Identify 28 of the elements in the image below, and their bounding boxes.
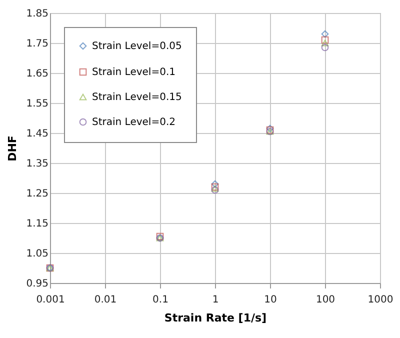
x-axis-title: Strain Rate [1/s] bbox=[164, 312, 267, 324]
x-tick-label: 0.001 bbox=[36, 294, 65, 306]
legend-label: Strain Level=0.15 bbox=[92, 92, 182, 103]
point bbox=[211, 180, 219, 188]
x-tick-label: 0.01 bbox=[94, 294, 117, 306]
legend-label: Strain Level=0.2 bbox=[92, 117, 176, 128]
y-tick-label: 0.95 bbox=[26, 278, 48, 290]
y-tick-label: 1.65 bbox=[26, 68, 48, 80]
y-tick-label: 1.35 bbox=[26, 158, 48, 170]
x-tick-label: 1000 bbox=[368, 294, 394, 306]
y-tick-label: 1.05 bbox=[26, 248, 48, 260]
legend-label: Strain Level=0.05 bbox=[92, 41, 182, 52]
y-tick-label: 1.75 bbox=[26, 38, 48, 50]
point bbox=[321, 44, 329, 52]
y-tick-label: 1.85 bbox=[26, 8, 48, 20]
x-tick-label: 100 bbox=[316, 294, 336, 306]
y-tick-label: 1.45 bbox=[26, 128, 48, 140]
point bbox=[321, 30, 329, 38]
y-tick-label: 1.25 bbox=[26, 188, 48, 200]
x-tick-label: 10 bbox=[264, 294, 277, 306]
point bbox=[321, 36, 329, 44]
y-axis-title: DHF bbox=[6, 136, 20, 162]
legend-label: Strain Level=0.1 bbox=[92, 67, 176, 78]
y-tick-label: 1.55 bbox=[26, 98, 48, 110]
x-tick-label: 0.1 bbox=[152, 294, 168, 306]
y-tick-label: 1.15 bbox=[26, 218, 48, 230]
point bbox=[321, 40, 329, 46]
x-tick-label: 1 bbox=[212, 294, 219, 306]
